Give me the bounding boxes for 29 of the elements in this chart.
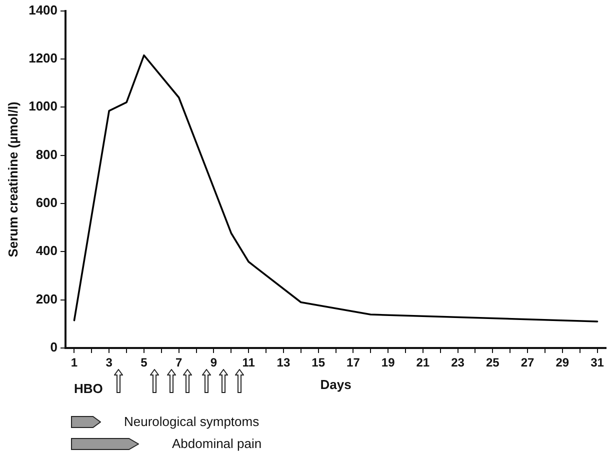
x-tick-label: 17	[346, 356, 360, 370]
x-axis-title: Days	[320, 376, 352, 392]
x-tick-label: 21	[416, 356, 430, 370]
x-tick-label: 5	[140, 356, 148, 370]
x-tick-label: 27	[520, 356, 535, 370]
x-tick-label: 13	[276, 356, 290, 370]
y-tick-label: 1200	[28, 50, 58, 66]
x-tick-label: 11	[242, 356, 256, 370]
x-tick-label: 29	[556, 356, 570, 370]
y-tick-label: 400	[36, 243, 58, 258]
x-tick-label: 31	[590, 356, 604, 370]
y-axis-title: Serum creatinine (µmol/l)	[5, 102, 20, 258]
x-tick-label: 9	[210, 356, 218, 370]
y-tick-label: 800	[36, 146, 58, 162]
x-tick-label: 15	[312, 356, 326, 370]
y-tick-label: 1400	[28, 2, 58, 18]
x-tick-label: 25	[486, 356, 500, 370]
text: Abdominal pain	[172, 436, 262, 451]
y-tick-label: 1000	[28, 98, 58, 114]
y-tick-label: 600	[36, 195, 58, 210]
x-tick-label: 19	[381, 356, 396, 370]
y-tick-label: 0	[50, 340, 58, 355]
y-tick-label: 200	[36, 291, 58, 306]
x-tick-label: 1	[70, 356, 78, 370]
x-tick-label: 23	[451, 356, 465, 370]
text: HBO	[74, 381, 103, 396]
x-tick-label: 3	[106, 356, 113, 370]
x-tick-label: 7	[176, 356, 183, 370]
text: Neurological symptoms	[124, 414, 260, 429]
